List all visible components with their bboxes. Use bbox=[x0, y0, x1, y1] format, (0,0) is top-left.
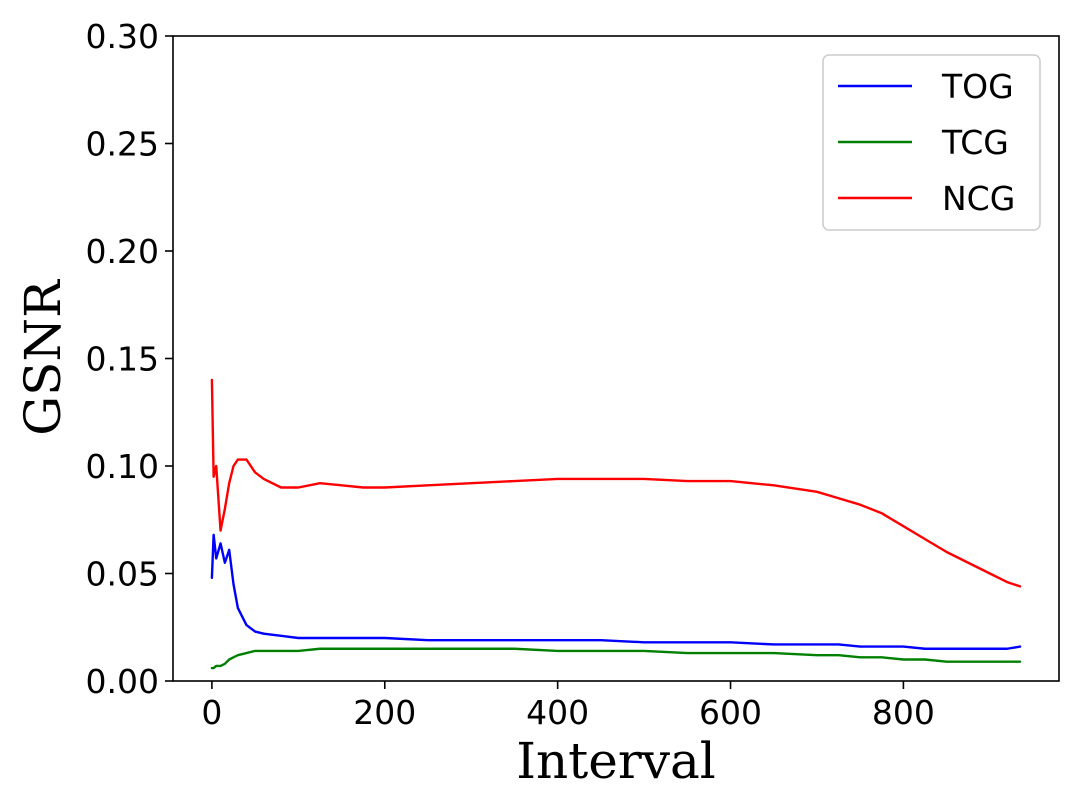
y-tick-label: 0.00 bbox=[86, 662, 159, 701]
x-tick-label: 800 bbox=[872, 693, 935, 732]
series-line-tog bbox=[210, 533, 1022, 650]
series-line-tcg bbox=[210, 647, 1022, 670]
series-line-ncg bbox=[210, 378, 1022, 588]
legend: TOG TCG NCG bbox=[822, 54, 1041, 231]
legend-label-tcg: TCG bbox=[941, 123, 1009, 162]
y-tick-label: 0.10 bbox=[86, 447, 159, 486]
x-tick-label: 600 bbox=[699, 693, 762, 732]
y-tick-label: 0.25 bbox=[86, 125, 159, 164]
legend-label-ncg: NCG bbox=[942, 179, 1015, 218]
y-axis: 0.00 0.05 0.10 0.15 0.20 0.25 0.30 bbox=[86, 17, 173, 701]
x-tick-label: 200 bbox=[353, 693, 416, 732]
y-axis-title: GSNR bbox=[14, 279, 72, 436]
x-tick-label: 400 bbox=[526, 693, 589, 732]
x-tick-label: 0 bbox=[201, 693, 222, 732]
x-axis-title: Interval bbox=[516, 732, 716, 790]
series-layer bbox=[210, 378, 1022, 670]
x-axis: 0 200 400 600 800 bbox=[201, 681, 935, 732]
legend-label-tog: TOG bbox=[941, 67, 1014, 106]
legend-box bbox=[822, 54, 1041, 231]
y-tick-label: 0.15 bbox=[86, 340, 159, 379]
y-tick-label: 0.20 bbox=[86, 232, 159, 271]
y-tick-label: 0.05 bbox=[86, 555, 159, 594]
y-tick-label: 0.30 bbox=[86, 17, 159, 56]
